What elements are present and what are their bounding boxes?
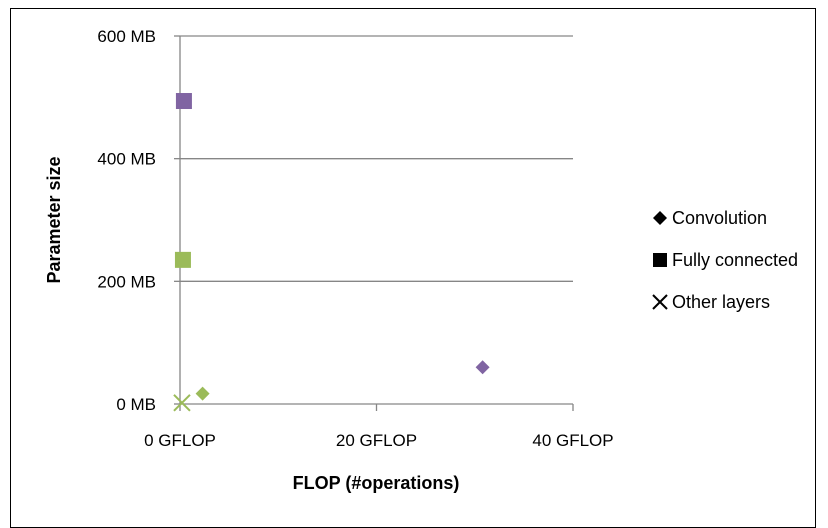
y-tick-label-200: 200 MB (97, 272, 156, 291)
legend-label-fully-connected: Fully connected (672, 250, 798, 270)
legend-label-other-layers: Other layers (672, 292, 770, 312)
legend-item-fully-connected: Fully connected (653, 250, 798, 270)
point-convolution-1 (195, 386, 210, 401)
legend-marker-other-layers (652, 294, 668, 310)
x-axis-title: FLOP (#operations) (293, 473, 460, 493)
legend: Convolution Fully connected Other layers (652, 208, 798, 312)
y-tick-labels: 0 MB 200 MB 400 MB 600 MB (97, 27, 156, 414)
legend-label-convolution: Convolution (672, 208, 767, 228)
legend-marker-convolution (653, 211, 667, 225)
x-tick-label-0: 0 GFLOP (144, 431, 216, 450)
axes (174, 35, 574, 411)
y-tick-label-0: 0 MB (116, 395, 156, 414)
x-tick-label-20: 20 GFLOP (336, 431, 417, 450)
y-tick-label-600: 600 MB (97, 27, 156, 46)
data-points (173, 93, 490, 412)
legend-item-other-layers: Other layers (652, 292, 770, 312)
gridlines (180, 35, 573, 282)
chart-frame (10, 8, 816, 528)
legend-item-convolution: Convolution (653, 208, 767, 228)
point-fully-connected-3 (174, 251, 191, 268)
x-tick-label-40: 40 GFLOP (532, 431, 613, 450)
point-other-layers-4 (173, 394, 191, 412)
y-axis-title: Parameter size (44, 156, 64, 283)
legend-marker-fully-connected (653, 253, 667, 267)
scatter-chart: 0 MB 200 MB 400 MB 600 MB 0 GFLOP 20 GFLOP 40… (44, 27, 798, 493)
y-tick-label-400: 400 MB (97, 150, 156, 169)
point-fully-connected-2 (175, 93, 192, 110)
point-convolution-0 (475, 360, 490, 375)
x-tick-labels: 0 GFLOP 20 GFLOP 40 GFLOP (144, 431, 614, 450)
